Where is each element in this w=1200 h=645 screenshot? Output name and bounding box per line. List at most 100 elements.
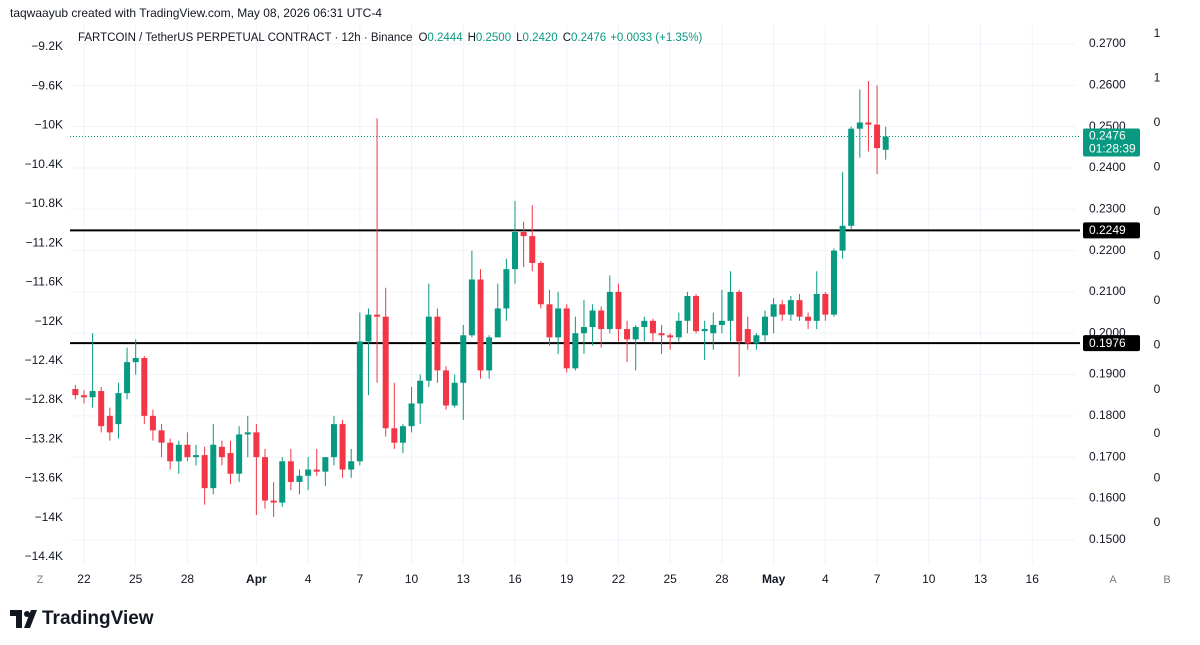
candle-body [115, 393, 122, 425]
candle-body [882, 136, 889, 150]
legend-key: O [418, 32, 427, 44]
y3-tick-label: 0 [1154, 160, 1161, 174]
candle-body [89, 391, 96, 398]
legend-value: 0.2476 [571, 32, 606, 44]
candle-body [641, 320, 648, 328]
candle-body [279, 461, 286, 503]
y-tick-label: 0.2600 [1089, 77, 1126, 91]
candle-body [667, 335, 674, 338]
candle-body [305, 469, 312, 476]
candle-body [218, 446, 225, 458]
candle-body [649, 320, 656, 334]
y-tick-label: 0.1700 [1089, 449, 1126, 463]
candle-body [520, 231, 527, 237]
candle-body [356, 341, 363, 462]
candle-body [658, 333, 665, 336]
candle-body [184, 444, 191, 458]
candle-body [348, 461, 355, 470]
y2-tick-label: −14.4K [25, 549, 63, 563]
credit: taqwaayub created with TradingView.com, … [10, 6, 382, 20]
candle-body [365, 314, 372, 342]
candle-body [546, 304, 553, 338]
candle-body [193, 455, 200, 458]
level-label: 0.1976 [1089, 336, 1126, 350]
y3-tick-label: 0 [1154, 293, 1161, 307]
y3-tick-label: 0 [1154, 382, 1161, 396]
y2-tick-label: −11.2K [26, 235, 63, 249]
candle-body [615, 291, 622, 330]
candle-body [374, 314, 381, 317]
candle-body [417, 380, 424, 404]
candle-body [253, 432, 260, 458]
candle-body [227, 453, 234, 474]
candle-body [106, 415, 113, 433]
candles [72, 81, 889, 518]
legend-value: 0.2444 [427, 32, 463, 44]
candle-body [675, 320, 682, 338]
y-tick-label: 0.2400 [1089, 160, 1126, 174]
y3-tick-label: 1 [1154, 26, 1161, 40]
y2-tick-label: −9.6K [31, 78, 63, 92]
y-tick-label: 0.1500 [1089, 532, 1126, 546]
x-tick-label: 13 [974, 572, 988, 586]
legend-title: FARTCOIN / TetherUS PERPETUAL CONTRACT ·… [78, 32, 412, 44]
candle-body [175, 444, 182, 462]
y2-tick-label: −10K [35, 118, 63, 132]
candle-body [753, 335, 760, 344]
candle-body [770, 304, 777, 317]
candle-body [124, 362, 131, 394]
y2-tick-label: −12.8K [25, 392, 63, 406]
candle-body [580, 327, 587, 334]
y-tick-label: 0.2300 [1089, 201, 1126, 215]
candle-body [330, 424, 337, 458]
candle-body [710, 324, 717, 334]
candle-body [443, 370, 450, 406]
candle-body [477, 279, 484, 371]
candle-body [262, 457, 268, 501]
candle-body [865, 122, 872, 125]
candle-body [787, 300, 794, 315]
legend-value: 0.2420 [523, 32, 558, 44]
corner-label: B [1163, 574, 1170, 586]
candle-body [848, 128, 855, 226]
candle-body [339, 424, 346, 470]
legend-key: H [468, 32, 476, 44]
candle-body [762, 316, 768, 336]
x-tick-label: 7 [356, 572, 363, 586]
candle-body [598, 310, 605, 330]
y2-tick-label: −11.6K [26, 275, 63, 289]
candle-body [684, 296, 691, 321]
candle-body [839, 225, 846, 251]
y2-tick-label: −13.2K [25, 431, 63, 445]
x-tick-label: 28 [181, 572, 195, 586]
candle-body [167, 442, 174, 462]
candle-body [779, 304, 786, 315]
x-tick-label: Apr [246, 572, 267, 586]
level-badge [1083, 335, 1140, 352]
x-tick-label: May [762, 572, 786, 586]
candle-body [856, 122, 863, 129]
candle-body [701, 329, 708, 332]
legend-key: C [563, 32, 571, 44]
candle-body [468, 279, 475, 336]
y3-tick-label: 0 [1154, 515, 1161, 529]
candle-body [512, 231, 518, 270]
candle-body [460, 335, 467, 383]
legend-key: L [516, 32, 523, 44]
candle-body [236, 434, 243, 474]
y2-tick-label: −9.2K [31, 39, 63, 53]
x-tick-label: 7 [874, 572, 881, 586]
candle-body [399, 426, 406, 443]
x-tick-label: 22 [612, 572, 626, 586]
level-badge [1083, 222, 1140, 239]
candle-body [796, 300, 803, 317]
y2-tick-label: −13.6K [25, 471, 63, 485]
candle-body [201, 455, 208, 489]
legend-value: 0.2500 [476, 32, 511, 44]
candle-body [537, 262, 544, 305]
x-tick-label: 4 [305, 572, 312, 586]
x-tick-label: 10 [922, 572, 936, 586]
y-tick-label: 0.2200 [1089, 243, 1126, 257]
y3-tick-label: 0 [1154, 337, 1161, 351]
